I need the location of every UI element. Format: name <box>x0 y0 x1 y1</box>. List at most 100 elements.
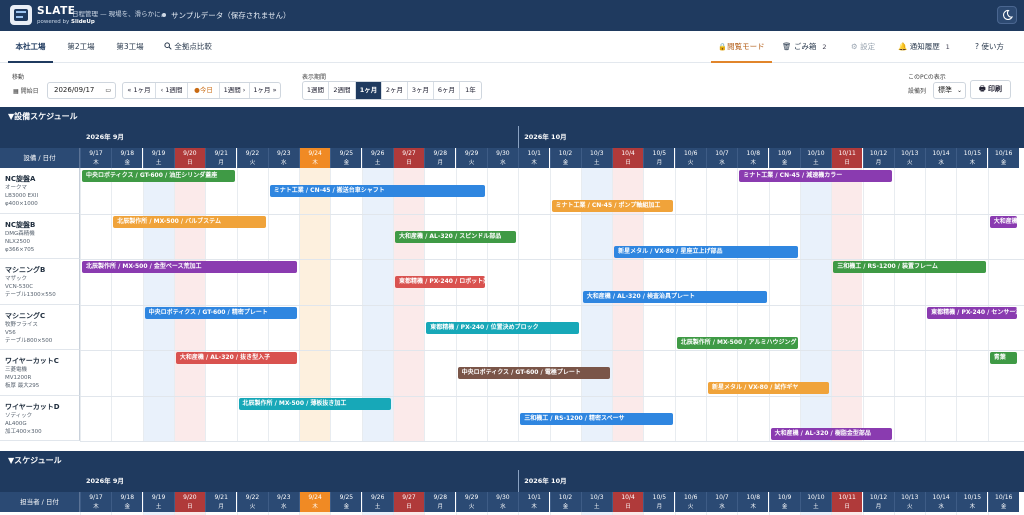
day-header[interactable]: 10/1 木 <box>518 148 550 168</box>
day-header[interactable]: 9/26 土 <box>361 148 393 168</box>
period-6m-button[interactable]: 6ヶ月 <box>434 82 460 99</box>
schedule-bar[interactable]: 北辰製作所 / MX-500 / 薄板抜き加工 <box>238 397 391 410</box>
tab-plant-3[interactable]: 第3工場 <box>116 42 144 51</box>
staff-section-header[interactable]: ▼スケジュール <box>0 451 1024 470</box>
schedule-bar[interactable]: 北辰製作所 / MX-500 / 金型ベース荒加工 <box>82 261 298 273</box>
trash-button[interactable]: 🗑 ごみ箱 2 <box>782 31 834 63</box>
day-header[interactable]: 9/17 木 <box>80 148 111 168</box>
day-header[interactable]: 10/8 木 <box>737 148 769 168</box>
day-header[interactable]: 10/14 水 <box>925 148 957 168</box>
day-header[interactable]: 10/1 木 <box>518 492 550 512</box>
schedule-bar[interactable]: 青葉 <box>989 352 1017 364</box>
theme-toggle-button[interactable] <box>997 6 1017 24</box>
day-header[interactable]: 9/25 金 <box>330 148 362 168</box>
schedule-bar[interactable]: 中央ロボティクス / GT-600 / 電極プレート <box>457 367 611 379</box>
day-header[interactable]: 10/9 金 <box>768 148 800 168</box>
today-button[interactable]: ●今日 <box>188 83 220 98</box>
day-header[interactable]: 9/23 水 <box>267 492 299 512</box>
equipment-row-label[interactable]: NC旋盤B DMG森精機 NLX2500 φ366×705 <box>0 213 80 259</box>
equipment-section-header[interactable]: ▼設備スケジュール <box>0 107 1024 126</box>
day-header[interactable]: 10/5 月 <box>643 492 675 512</box>
day-header[interactable]: 9/19 土 <box>142 492 174 512</box>
day-header[interactable]: 10/2 金 <box>549 492 581 512</box>
day-header[interactable]: 9/19 土 <box>142 148 174 168</box>
day-header[interactable]: 9/22 火 <box>236 148 268 168</box>
day-header[interactable]: 9/21 月 <box>205 492 237 512</box>
schedule-bar[interactable]: 東都精機 / PX-240 / ロボット架台 <box>395 276 485 288</box>
prev-week-button[interactable]: ‹ 1週間 <box>156 83 188 98</box>
equipment-row-label[interactable]: マシニングC 牧野フライス V56 テーブル800×500 <box>0 304 80 350</box>
day-header[interactable]: 10/13 火 <box>893 492 925 512</box>
day-header[interactable]: 9/25 金 <box>330 492 362 512</box>
day-header[interactable]: 9/18 金 <box>111 492 143 512</box>
schedule-bar[interactable]: 中央ロボティクス / GT-600 / 精密プレート <box>144 306 298 319</box>
day-header[interactable]: 10/4 日 <box>612 148 644 168</box>
schedule-bar[interactable]: 大和産機 / AL-320 / 抜き型入子 <box>175 352 298 364</box>
prev-month-button[interactable]: « 1ヶ月 <box>123 83 156 98</box>
day-header[interactable]: 9/27 日 <box>393 148 424 168</box>
equipment-row-label[interactable]: ワイヤーカットD ソディック AL400G 加工400×300 <box>0 395 80 441</box>
schedule-bar[interactable]: ミナト工業 / CN-45 / 搬送台車シャフト <box>269 185 485 197</box>
equipment-row-label[interactable]: マシニングB マザック VCN-530C テーブル1300×550 <box>0 259 80 305</box>
start-date-input[interactable]: 2026/09/17 ▭ <box>47 82 116 99</box>
next-week-button[interactable]: 1週間 › <box>220 83 250 98</box>
schedule-bar[interactable]: 新星メタル / VX-80 / 星座立上げ部品 <box>614 245 798 258</box>
day-header[interactable]: 10/7 水 <box>706 148 737 168</box>
day-header[interactable]: 10/2 金 <box>549 148 581 168</box>
tab-all-sites-compare[interactable]: 全拠点比較 <box>164 31 222 63</box>
day-header[interactable]: 9/29 火 <box>455 492 487 512</box>
day-header[interactable]: 10/15 木 <box>956 148 988 168</box>
period-2m-button[interactable]: 2ヶ月 <box>382 82 408 99</box>
period-1y-button[interactable]: 1年 <box>465 86 476 94</box>
day-header[interactable]: 10/3 土 <box>580 492 612 512</box>
day-header[interactable]: 9/28 月 <box>424 492 456 512</box>
day-header[interactable]: 9/28 月 <box>424 148 456 168</box>
schedule-bar[interactable]: ミナト工業 / CN-45 / 減速機カラー <box>739 170 892 182</box>
day-header[interactable]: 10/4 日 <box>612 492 644 512</box>
schedule-bar[interactable]: 大和産機 / AL-320 / 検査治具プレート <box>582 291 767 303</box>
day-header[interactable]: 9/17 木 <box>80 492 111 512</box>
schedule-bar[interactable]: 新星メタル / VX-80 / 試作ギヤ <box>708 382 830 394</box>
schedule-bar[interactable]: ミナト工業 / CN-45 / ポンプ軸組加工 <box>551 200 673 212</box>
view-mode-button[interactable]: 🔒閲覧モード <box>711 31 772 63</box>
day-header[interactable]: 10/6 火 <box>674 492 706 512</box>
day-header[interactable]: 10/8 木 <box>737 492 769 512</box>
day-header[interactable]: 10/12 月 <box>862 492 894 512</box>
day-header[interactable]: 10/14 水 <box>925 492 957 512</box>
day-header[interactable]: 10/7 水 <box>706 492 737 512</box>
day-header[interactable]: 10/5 月 <box>643 148 675 168</box>
print-button[interactable]: 🖶 印刷 <box>970 80 1011 99</box>
period-1m-button[interactable]: 1ヶ月 <box>356 82 382 99</box>
schedule-bar[interactable]: 東都精機 / PX-240 / 位置決めブロック <box>426 321 579 334</box>
help-button[interactable]: ? 使い方 <box>975 31 1015 63</box>
day-header[interactable]: 9/22 火 <box>236 492 268 512</box>
equipment-row-label[interactable]: NC旋盤A オークマ LB3000 EXII φ400×1000 <box>0 168 80 214</box>
day-header[interactable]: 10/9 金 <box>768 492 800 512</box>
day-header[interactable]: 9/29 火 <box>455 148 487 168</box>
schedule-bar[interactable]: 東都精機 / PX-240 / センサー治具 <box>927 306 1017 319</box>
next-month-button[interactable]: 1ヶ月 » <box>253 86 277 94</box>
day-header[interactable]: 10/13 火 <box>893 148 925 168</box>
notification-history-button[interactable]: 🔔 通知履歴 1 <box>898 31 958 63</box>
schedule-bar[interactable]: 三和機工 / RS-1200 / 精密スペーサ <box>520 412 673 425</box>
settings-button[interactable]: ⚙ 設定 <box>851 31 883 63</box>
schedule-bar[interactable]: 北辰製作所 / MX-500 / アルミハウジング <box>676 336 798 349</box>
day-header[interactable]: 9/23 水 <box>267 148 299 168</box>
day-header[interactable]: 10/6 火 <box>674 148 706 168</box>
tab-plant-2[interactable]: 第2工場 <box>67 42 95 51</box>
day-header[interactable]: 10/16 金 <box>987 492 1019 512</box>
schedule-bar[interactable]: 大和産機 / AL-320 / スピンドル部品 <box>395 230 517 243</box>
schedule-bar[interactable]: 大和産機 / AL-320 / 樹脂金型部品 <box>770 427 892 440</box>
day-header[interactable]: 9/27 日 <box>393 492 424 512</box>
schedule-bar[interactable]: 三和機工 / RS-1200 / 装置フレーム <box>833 261 986 273</box>
day-header[interactable]: 10/16 金 <box>987 148 1019 168</box>
day-header[interactable]: 9/30 水 <box>486 492 518 512</box>
day-header[interactable]: 10/12 月 <box>862 148 894 168</box>
day-header[interactable]: 9/18 金 <box>111 148 143 168</box>
day-header[interactable]: 10/3 土 <box>580 148 612 168</box>
tab-honsha[interactable]: 本社工場 <box>8 31 53 63</box>
schedule-bar[interactable]: 中央ロボティクス / GT-600 / 油圧シリンダ蓋座 <box>82 170 235 182</box>
day-header[interactable]: 10/15 木 <box>956 492 988 512</box>
period-1w-button[interactable]: 1週間 <box>303 82 329 99</box>
period-2w-button[interactable]: 2週間 <box>329 82 356 99</box>
